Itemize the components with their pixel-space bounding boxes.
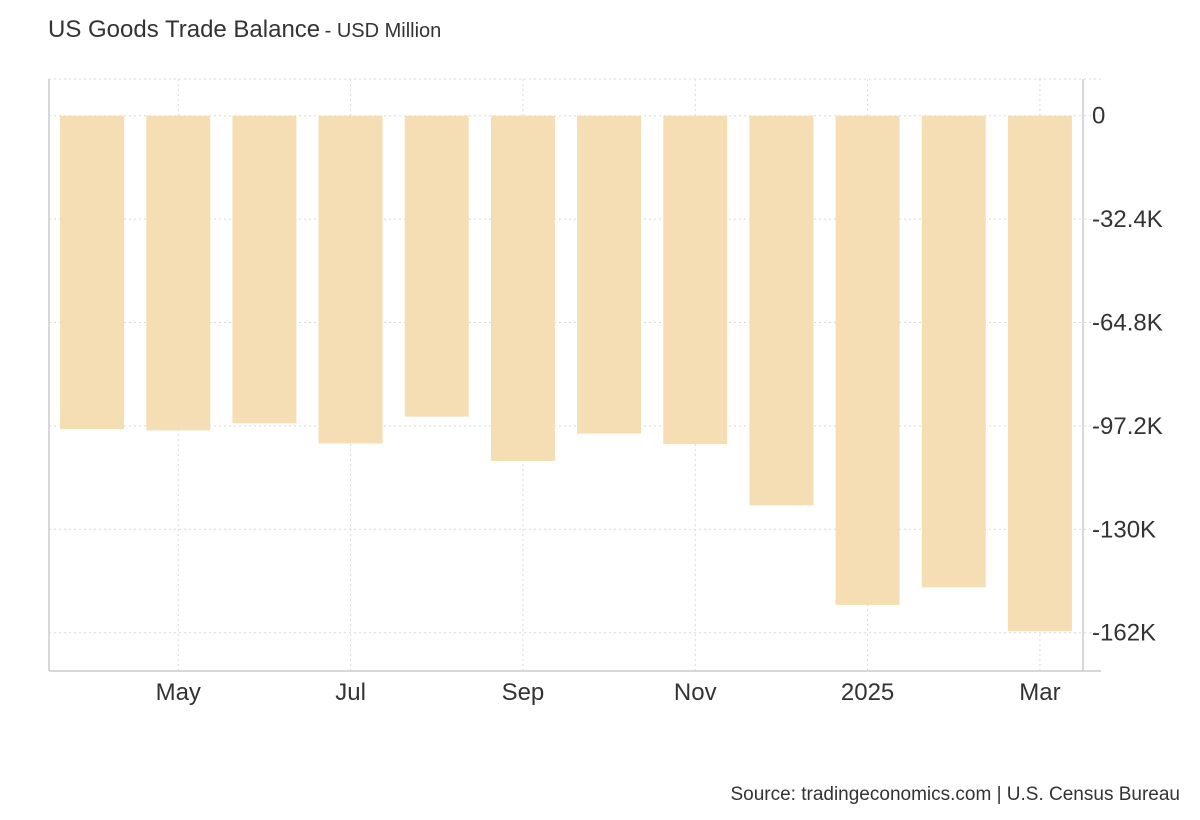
- y-tick-label: -64.8K: [1092, 310, 1163, 337]
- bar[interactable]: [490, 115, 555, 462]
- x-axis-labels: May Jul Sep Nov 2025 Mar: [156, 679, 1061, 706]
- bar[interactable]: [318, 115, 383, 444]
- x-tick-label: Jul: [335, 679, 366, 706]
- y-axis-labels: 0 -32.4K -64.8K -97.2K -130K -162K: [1092, 103, 1163, 647]
- x-tick-label: May: [156, 679, 201, 706]
- y-tick-label: -32.4K: [1092, 206, 1163, 233]
- y-tick-label: 0: [1092, 103, 1105, 130]
- x-tick-label: Sep: [502, 679, 545, 706]
- bars: [60, 115, 1072, 632]
- bar[interactable]: [146, 115, 211, 431]
- chart-subtitle: - USD Million: [324, 20, 442, 42]
- x-tick-label: Nov: [674, 679, 717, 706]
- bar[interactable]: [921, 115, 986, 588]
- bar[interactable]: [663, 115, 728, 445]
- y-tick-label: -162K: [1092, 620, 1156, 647]
- y-tick-label: -130K: [1092, 516, 1156, 543]
- bar-chart: 0 -32.4K -64.8K -97.2K -130K -162K May Jul Sep N…: [48, 78, 1163, 706]
- axes: [48, 79, 1101, 672]
- x-tick-label: 2025: [841, 679, 894, 706]
- bar[interactable]: [577, 115, 642, 434]
- bar[interactable]: [60, 115, 125, 430]
- x-tick-label: Mar: [1019, 679, 1060, 706]
- bar[interactable]: [232, 115, 297, 424]
- y-tick-label: -97.2K: [1092, 413, 1163, 440]
- bar[interactable]: [749, 115, 814, 506]
- bar[interactable]: [835, 115, 900, 605]
- bar[interactable]: [1007, 115, 1072, 632]
- bar[interactable]: [404, 115, 469, 417]
- source-note: Source: tradingeconomics.com | U.S. Cens…: [730, 784, 1180, 805]
- title-block: US Goods Trade Balance - USD Million: [48, 16, 441, 44]
- chart-title: US Goods Trade Balance: [48, 16, 321, 43]
